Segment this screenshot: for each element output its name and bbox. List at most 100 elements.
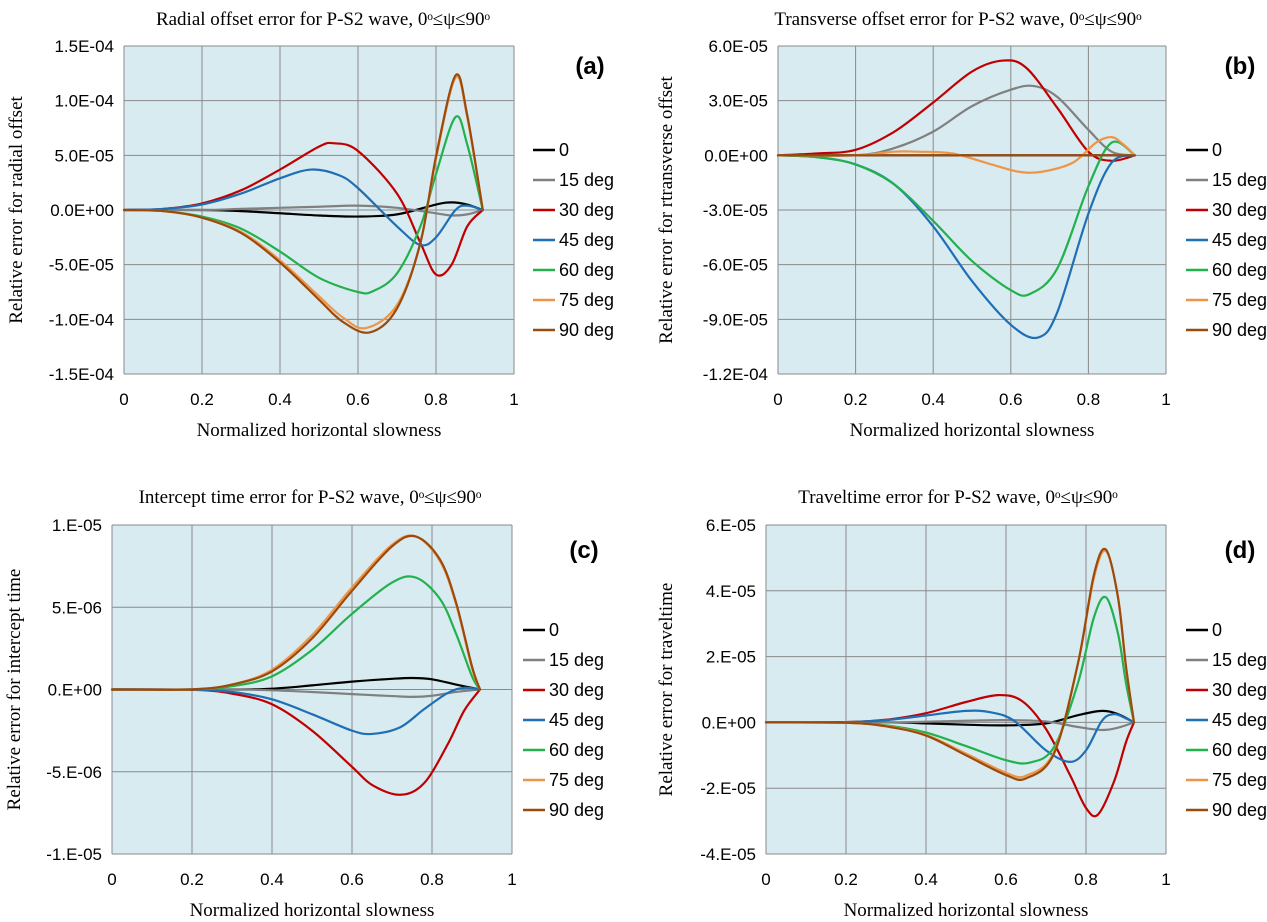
x-axis-label-b: Normalized horizontal slowness	[850, 420, 1095, 441]
x-tick-label-a-1: 0.2	[190, 390, 214, 409]
x-tick-label-a-3: 0.6	[346, 390, 370, 409]
x-tick-label-d-1: 0.2	[834, 870, 858, 889]
panel-label-b: (b)	[1225, 53, 1256, 80]
y-tick-label-a-6: -1.5E-04	[49, 365, 114, 384]
y-tick-label-b-2: 0.0E+00	[704, 146, 768, 165]
series-line-b-5	[776, 135, 1137, 174]
y-axis-label-a: Relative error for radial offset	[6, 96, 27, 324]
y-tick-label-a-0: 1.5E-04	[54, 37, 114, 56]
y-tick-label-b-3: -3.0E-05	[703, 201, 768, 220]
x-tick-label-c-3: 0.6	[340, 870, 364, 889]
x-axis-label-d: Normalized horizontal slowness	[844, 900, 1089, 921]
x-tick-label-c-2: 0.4	[260, 870, 284, 889]
y-axis-label-c: Relative error for intercept time	[4, 569, 25, 811]
series-line-c-1	[110, 688, 482, 699]
y-tick-label-c-2: 0.E+00	[48, 681, 102, 700]
x-tick-label-b-1: 0.2	[844, 390, 868, 409]
chart-title-c: Intercept time error for P-S2 wave, 0ᵒ≤ψ…	[139, 487, 482, 508]
y-tick-label-d-1: 4.E-05	[706, 582, 756, 601]
legend-label-a-2: 30 deg	[559, 200, 614, 220]
series-line-b-2	[776, 59, 1137, 162]
legend-label-c-2: 30 deg	[549, 680, 604, 700]
x-axis-label-a: Normalized horizontal slowness	[197, 420, 442, 441]
y-axis-label-d: Relative error for traveltime	[656, 583, 677, 797]
series-line-a-0	[122, 201, 484, 218]
chart-title-a: Radial offset error for P-S2 wave, 0ᵒ≤ψ≤…	[156, 9, 491, 30]
x-tick-label-d-2: 0.4	[914, 870, 938, 889]
series-line-a-1	[122, 204, 484, 217]
panel-label-d: (d)	[1225, 537, 1256, 564]
panel-b: 0 0.2 0.4 0.6 0.8 1 6.0E-05 3.0E-05 0.0E+00 -3.0E…	[656, 9, 1267, 441]
y-tick-label-d-4: -2.E-05	[700, 779, 756, 798]
series-line-b-4	[776, 140, 1137, 297]
y-tick-label-b-5: -9.0E-05	[703, 310, 768, 329]
plot-area-d	[766, 525, 1166, 854]
legend-label-d-0: 0	[1212, 620, 1222, 640]
legend-label-a-3: 45 deg	[559, 230, 614, 250]
legend-label-d-5: 75 deg	[1212, 770, 1267, 790]
series-line-d-1	[764, 718, 1136, 732]
y-tick-label-d-3: 0.E+00	[702, 713, 756, 732]
x-tick-label-d-3: 0.6	[994, 870, 1018, 889]
series-line-d-6	[764, 547, 1136, 781]
x-tick-label-a-2: 0.4	[268, 390, 292, 409]
legend-label-b-6: 90 deg	[1212, 320, 1267, 340]
y-tick-label-a-2: 5.0E-05	[54, 146, 114, 165]
legend-label-a-5: 75 deg	[559, 290, 614, 310]
legend-label-b-2: 30 deg	[1212, 200, 1267, 220]
legend-label-b-0: 0	[1212, 140, 1222, 160]
y-tick-label-b-4: -6.0E-05	[703, 256, 768, 275]
series-line-d-3	[764, 709, 1136, 763]
panel-label-c: (c)	[569, 537, 598, 564]
chart-title-d: Traveltime error for P-S2 wave, 0ᵒ≤ψ≤90ᵒ	[798, 487, 1118, 508]
y-tick-label-d-2: 2.E-05	[706, 648, 756, 667]
legend-label-a-4: 60 deg	[559, 260, 614, 280]
legend-label-c-3: 45 deg	[549, 710, 604, 730]
legend-label-b-4: 60 deg	[1212, 260, 1267, 280]
y-tick-label-c-0: 1.E-05	[52, 516, 102, 535]
x-axis-label-c: Normalized horizontal slowness	[190, 900, 435, 921]
legend-label-a-1: 15 deg	[559, 170, 614, 190]
legend-label-b-5: 75 deg	[1212, 290, 1267, 310]
chart-title-b: Transverse offset error for P-S2 wave, 0…	[774, 9, 1142, 30]
y-tick-label-a-3: 0.0E+00	[50, 201, 114, 220]
series-line-a-3	[122, 168, 484, 247]
panel-label-a: (a)	[575, 53, 604, 80]
x-tick-label-b-4: 0.8	[1077, 390, 1101, 409]
series-line-c-6	[110, 534, 482, 691]
legend-label-c-6: 90 deg	[549, 800, 604, 820]
x-tick-label-a-5: 1	[509, 390, 518, 409]
series-line-a-2	[122, 141, 484, 277]
x-tick-label-a-4: 0.8	[424, 390, 448, 409]
legend-label-c-4: 60 deg	[549, 740, 604, 760]
series-line-a-6	[122, 73, 484, 334]
legend-label-a-0: 0	[559, 140, 569, 160]
legend-label-c-0: 0	[549, 620, 559, 640]
x-tick-label-c-1: 0.2	[180, 870, 204, 889]
series-line-c-2	[110, 688, 482, 796]
legend-label-c-5: 75 deg	[549, 770, 604, 790]
x-tick-label-b-2: 0.4	[921, 390, 945, 409]
legend-label-d-3: 45 deg	[1212, 710, 1267, 730]
y-tick-label-c-1: 5.E-06	[52, 598, 102, 617]
panel-d: 0 0.2 0.4 0.6 0.8 1 6.E-05 4.E-05 2.E-05 0.E+00 -2…	[656, 487, 1267, 921]
series-line-c-3	[110, 686, 482, 736]
series-line-b-1	[776, 84, 1137, 157]
legend-label-d-2: 30 deg	[1212, 680, 1267, 700]
x-tick-label-c-0: 0	[107, 870, 116, 889]
legend-label-d-1: 15 deg	[1212, 650, 1267, 670]
x-tick-label-a-0: 0	[119, 390, 128, 409]
y-axis-label-b: Relative error for rtransverse offset	[656, 75, 677, 343]
x-tick-label-b-5: 1	[1161, 390, 1170, 409]
y-tick-label-a-1: 1.0E-04	[54, 92, 114, 111]
legend-label-d-6: 90 deg	[1212, 800, 1267, 820]
x-tick-label-c-5: 1	[507, 870, 516, 889]
panel-c: 0 0.2 0.4 0.6 0.8 1 1.E-05 5.E-06 0.E+00 -5.E-06 -…	[4, 487, 604, 921]
x-tick-label-b-0: 0	[773, 390, 782, 409]
y-tick-label-c-3: -5.E-06	[46, 763, 102, 782]
y-tick-label-a-5: -1.0E-04	[49, 310, 114, 329]
y-tick-label-a-4: -5.0E-05	[49, 256, 114, 275]
x-tick-label-b-3: 0.6	[999, 390, 1023, 409]
x-tick-label-d-0: 0	[761, 870, 770, 889]
